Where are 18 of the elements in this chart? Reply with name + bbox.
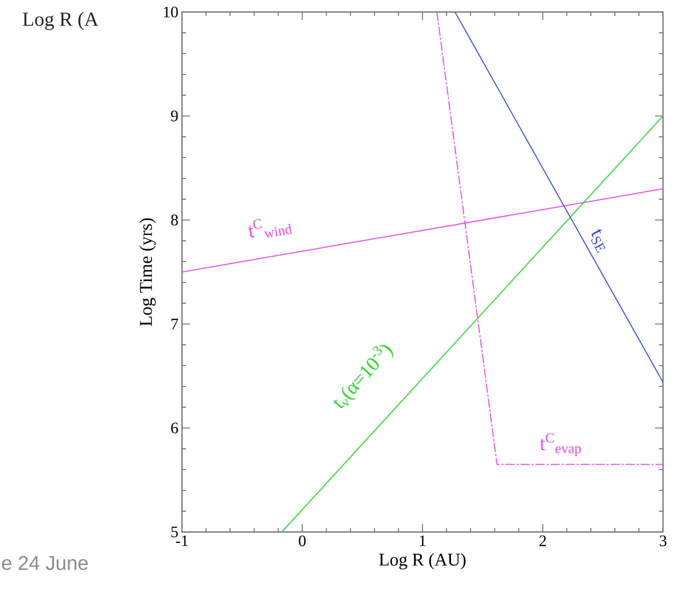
text: Log R (A <box>22 12 98 30</box>
x-tick-label: 0 <box>298 536 306 546</box>
text: t$^{C}$wind <box>248 219 292 238</box>
y-tick-label: 7 <box>172 318 178 330</box>
y-tick-label: 8 <box>171 214 178 226</box>
x-tick-label: 1 <box>420 536 426 546</box>
y-tick-label: 6 <box>171 422 178 434</box>
text: e 24 June <box>2 556 88 570</box>
x-tick-label: 3 <box>660 536 666 546</box>
x-axis-title: Log R (AU) <box>379 553 466 570</box>
y-tick-label: 5 <box>171 526 178 538</box>
y-tick-label: 9 <box>171 110 178 122</box>
text: t$_{SE}$ <box>591 228 606 253</box>
series-label: t$^{C}$evap <box>540 433 581 456</box>
y-tick-label: 10 <box>164 6 178 18</box>
x-tick-label: -1 <box>176 536 188 546</box>
y-axis-title: Log Time (yrs) <box>139 218 156 326</box>
x-tick-label: 2 <box>539 536 546 546</box>
